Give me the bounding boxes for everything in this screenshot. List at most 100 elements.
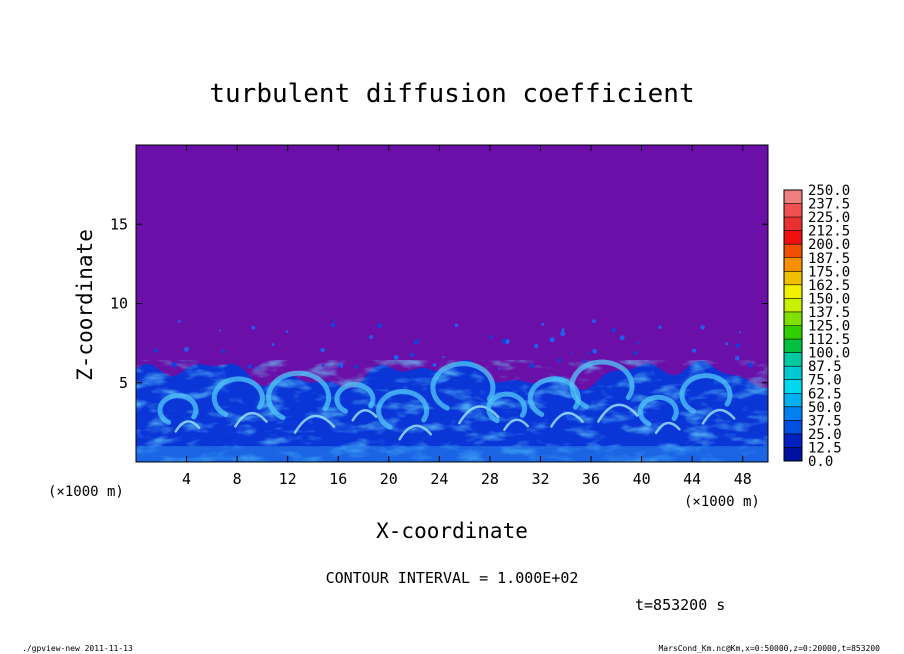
eddy-swirl <box>334 382 376 414</box>
x-tick-label: 20 <box>380 470 398 488</box>
eddy-swirl <box>266 370 332 421</box>
speck <box>377 323 382 329</box>
colorbar-segment <box>784 217 802 232</box>
speck <box>285 330 289 333</box>
speck <box>393 354 399 360</box>
eddy-swirl <box>398 424 433 441</box>
colorbar-label: 162.5 <box>808 278 850 294</box>
colorbar-segment <box>784 379 802 394</box>
eddy-swirl <box>486 391 528 424</box>
speck <box>529 363 535 369</box>
x-axis: 4 8 12 16 20 24 28 32 36 40 44 48 <box>182 145 752 488</box>
colorbar-label: 212.5 <box>808 224 850 240</box>
speck <box>442 355 445 359</box>
surface-band <box>136 446 768 462</box>
speck <box>417 339 420 342</box>
speck <box>271 343 275 346</box>
x-tick-label: 44 <box>683 470 701 488</box>
colorbar-label: 37.5 <box>808 413 842 429</box>
footer-left: ./gpview-new 2011-11-13 <box>22 644 133 653</box>
speck <box>320 348 325 353</box>
x-axis-label: X-coordinate <box>376 519 528 543</box>
speck <box>549 337 555 343</box>
colorbar-label: 0.0 <box>808 454 833 470</box>
speck <box>369 335 374 339</box>
speck <box>636 342 640 345</box>
x-tick-label: 8 <box>233 470 242 488</box>
eddy-swirl <box>157 393 199 425</box>
colorbar-segment <box>784 311 802 326</box>
time-stamp: t=853200 s <box>635 596 725 614</box>
colorbar-segment <box>784 190 802 205</box>
speck <box>171 362 177 368</box>
eddy-swirl <box>174 420 201 433</box>
colorbar-label: 225.0 <box>808 210 850 226</box>
colorbar-label: 175.0 <box>808 264 850 280</box>
speck <box>221 349 226 354</box>
colorbar-segment <box>784 447 802 462</box>
colorbar-label: 87.5 <box>808 359 842 375</box>
eddy-swirl <box>234 412 268 428</box>
colorbar-label: 62.5 <box>808 386 842 402</box>
colorbar-label: 237.5 <box>808 197 850 213</box>
colorbar-segment <box>784 339 802 354</box>
speck <box>725 342 729 346</box>
speck <box>321 364 325 367</box>
colorbar-segment <box>784 366 802 381</box>
colorbar-label: 75.0 <box>808 373 842 389</box>
speck <box>582 359 586 363</box>
x-tick-label: 32 <box>531 470 549 488</box>
speck <box>735 343 740 348</box>
speck <box>153 348 158 353</box>
speck <box>251 325 256 330</box>
speck <box>619 335 625 341</box>
speck <box>501 338 507 344</box>
x-tick-label: 28 <box>481 470 499 488</box>
speck <box>255 366 258 370</box>
speck <box>570 351 574 354</box>
eddy-swirl <box>550 412 584 428</box>
eddy-swirl <box>654 421 681 435</box>
eddy-highlights <box>136 359 768 462</box>
colorbar-label: 12.5 <box>808 440 842 456</box>
plot-area <box>135 144 769 463</box>
speck <box>247 364 252 369</box>
eddy-swirl <box>701 408 736 425</box>
speck <box>432 363 437 367</box>
specks <box>153 319 753 370</box>
speck <box>658 325 662 329</box>
speck <box>454 323 459 327</box>
y-tick-label: 10 <box>110 295 128 313</box>
speck <box>333 319 336 322</box>
speck <box>218 329 222 332</box>
eddy-swirl <box>637 394 679 427</box>
colorbar-segment <box>784 298 802 313</box>
eddy-swirl <box>569 359 635 410</box>
speck <box>354 365 358 369</box>
eddy-swirl <box>293 414 336 434</box>
speck <box>633 350 638 355</box>
x-tick-label: 24 <box>430 470 448 488</box>
x-tick-label: 36 <box>582 470 600 488</box>
speck <box>338 365 341 368</box>
colorbar-segment <box>784 257 802 272</box>
speck <box>534 343 539 349</box>
colorbar-label: 150.0 <box>808 291 850 307</box>
speck <box>592 319 596 324</box>
colorbar-segment <box>784 406 802 421</box>
colorbar-segment <box>784 244 802 259</box>
speck <box>410 352 415 357</box>
speck <box>611 328 616 333</box>
colorbar-segment <box>784 420 802 435</box>
colorbar-segment <box>784 352 802 367</box>
colorbar-label: 125.0 <box>808 319 850 335</box>
x-unit-right: (×1000 m) <box>684 494 760 510</box>
colorbar-segment <box>784 230 802 245</box>
contour-interval: CONTOUR INTERVAL = 1.000E+02 <box>326 569 579 587</box>
speck <box>735 356 740 361</box>
colorbar-label: 187.5 <box>808 251 850 267</box>
speck <box>592 348 597 354</box>
speck <box>561 328 565 332</box>
chart-title: turbulent diffusion coefficient <box>209 79 694 109</box>
